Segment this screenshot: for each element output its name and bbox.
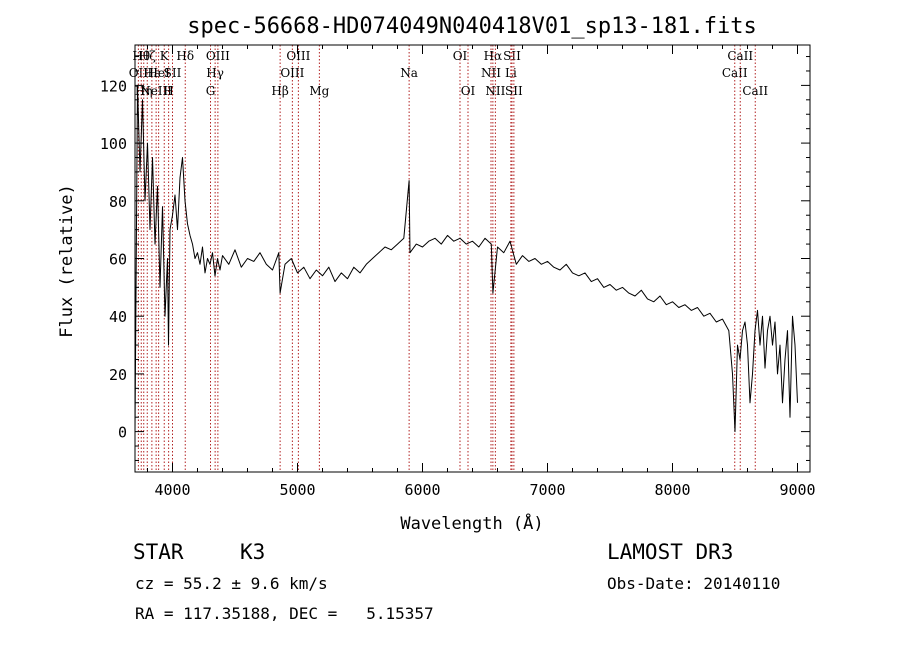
marker-label: NII	[485, 84, 505, 98]
marker-label: Hβ	[271, 84, 288, 98]
redshift-readout: cz = 55.2 ± 9.6 km/s	[135, 574, 328, 593]
marker-label: K	[160, 49, 170, 63]
marker-label: OI	[453, 49, 468, 63]
axis-ticks: 4000 5000 6000 7000 8000 9000 0 20 40 60 80 100 120	[100, 45, 816, 499]
series-layer	[134, 84, 798, 433]
marker-label: Mg	[309, 84, 329, 98]
marker-label: CaII	[722, 66, 748, 80]
y-tick-label: 40	[109, 308, 127, 326]
x-tick-label: 6000	[404, 481, 440, 499]
y-tick-label: 20	[109, 366, 127, 384]
y-tick-label: 60	[109, 251, 127, 269]
y-axis-label: Flux (relative)	[57, 184, 77, 338]
x-axis-label: Wavelength (Å)	[400, 512, 543, 534]
x-tick-label: 8000	[654, 481, 690, 499]
object-class: STAR	[133, 540, 184, 564]
coordinates: RA = 117.35188, DEC = 5.15357	[135, 604, 434, 623]
plot-frame	[134, 44, 811, 473]
object-subclass: K3	[240, 540, 266, 564]
y-tick-label: 80	[109, 193, 127, 211]
marker-label: G	[206, 84, 216, 98]
marker-label: SII	[164, 66, 182, 80]
survey-label: LAMOST DR3	[607, 540, 734, 564]
y-tick-label: 120	[100, 77, 127, 95]
x-tick-label: 7000	[529, 481, 565, 499]
marker-label: CaII	[727, 49, 753, 63]
observation-date: Obs-Date: 20140110	[607, 574, 781, 593]
y-tick-label: 100	[100, 135, 127, 153]
spectrum-line	[134, 84, 798, 433]
marker-label: H	[163, 84, 173, 98]
x-tick-label: 9000	[779, 481, 815, 499]
marker-label: CaII	[742, 84, 768, 98]
marker-label: OIII	[206, 49, 230, 63]
marker-label: Li	[505, 66, 517, 80]
marker-label: Hδ	[176, 49, 194, 63]
marker-label: SII	[505, 84, 523, 98]
spectral-line-markers: OIIHθHηHζHεNeIIIHeIKHSIIHδGHγOIIIHβOIIIO…	[129, 45, 768, 472]
marker-label: SII	[503, 49, 521, 63]
marker-label: Hζ	[139, 49, 156, 63]
marker-label: OIII	[280, 66, 304, 80]
marker-label: Hη	[135, 84, 153, 98]
marker-label: Hα	[484, 49, 503, 63]
y-tick-label: 0	[118, 424, 127, 442]
chart-title: spec-56668-HD074049N040418V01_sp13-181.f…	[187, 14, 757, 39]
marker-label: NII	[481, 66, 501, 80]
marker-label: Na	[400, 66, 418, 80]
marker-label: OI	[461, 84, 476, 98]
marker-label: Hθ	[132, 49, 150, 63]
x-tick-label: 4000	[154, 481, 190, 499]
marker-label: Hγ	[206, 66, 224, 80]
x-tick-label: 5000	[279, 481, 315, 499]
marker-label: OIII	[286, 49, 310, 63]
